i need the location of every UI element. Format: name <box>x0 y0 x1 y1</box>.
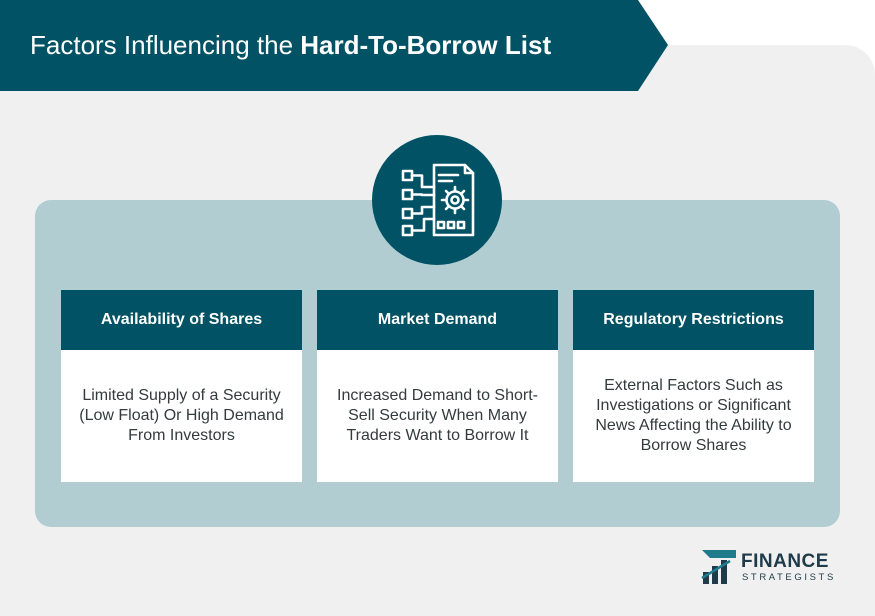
factor-card-regulatory: Regulatory Restrictions External Factors… <box>573 290 814 482</box>
page-title: Factors Influencing the Hard-To-Borrow L… <box>30 0 551 91</box>
factor-heading: Availability of Shares <box>61 290 302 350</box>
title-regular: Factors Influencing the <box>30 30 300 60</box>
factor-card-market-demand: Market Demand Increased Demand to Short-… <box>317 290 558 482</box>
factor-heading: Regulatory Restrictions <box>573 290 814 350</box>
factor-heading: Market Demand <box>317 290 558 350</box>
factor-description: Increased Demand to Short-Sell Security … <box>317 350 558 482</box>
logo-line-2: STRATEGISTS <box>742 572 836 583</box>
finance-strategists-logo: FINANCE STRATEGISTS <box>700 548 835 588</box>
rising-bars-logo-icon <box>700 548 738 586</box>
factor-description: External Factors Such as Investigations … <box>573 350 814 482</box>
title-bold: Hard-To-Borrow List <box>300 30 551 60</box>
document-gear-flowchart-icon <box>372 135 502 265</box>
logo-line-1: FINANCE <box>741 551 829 573</box>
factor-description: Limited Supply of a Security (Low Float)… <box>61 350 302 482</box>
factor-card-availability: Availability of Shares Limited Supply of… <box>61 290 302 482</box>
